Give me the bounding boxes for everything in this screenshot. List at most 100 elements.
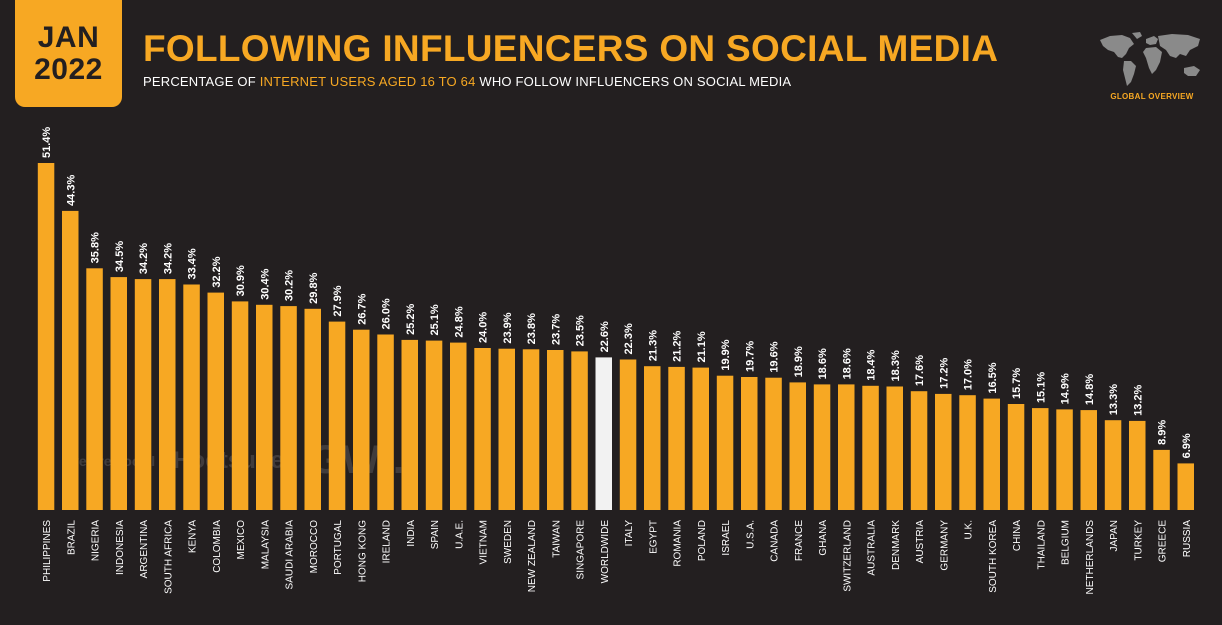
bar-taiwan [547, 350, 564, 510]
category-label-denmark: DENMARK [891, 520, 902, 570]
category-label-hong-kong: HONG KONG [357, 520, 368, 582]
bar-switzerland [838, 384, 855, 510]
bar-ghana [813, 384, 831, 510]
category-label-turkey: TURKEY [1133, 520, 1144, 561]
bar-india [401, 339, 418, 510]
category-label-belgium: BELGIUM [1061, 520, 1072, 565]
category-label-canada: CANADA [770, 520, 781, 562]
bar-brazil [62, 210, 79, 510]
value-label-greece: 8.9% [1157, 420, 1169, 445]
bar-u-k [959, 395, 976, 510]
value-label-china: 15.7% [1011, 368, 1023, 399]
category-label-morocco: MOROCCO [309, 520, 320, 574]
category-label-u-a-e: U.A.E. [454, 520, 465, 549]
value-label-austria: 17.6% [914, 355, 926, 386]
value-label-morocco: 29.8% [308, 272, 320, 303]
bar-denmark [886, 386, 903, 510]
subtitle-highlight: INTERNET USERS AGED 16 TO 64 [259, 74, 476, 89]
value-label-poland: 21.1% [696, 331, 708, 362]
value-label-egypt: 21.3% [647, 330, 659, 361]
bar-mexico [231, 301, 249, 510]
category-label-india: INDIA [406, 520, 417, 547]
bar-u-s-a [741, 377, 758, 510]
value-label-indonesia: 34.5% [114, 241, 126, 272]
category-label-spain: SPAIN [430, 520, 441, 549]
category-label-italy: ITALY [624, 520, 635, 547]
bar-south-korea [983, 398, 1000, 510]
bar-egypt [644, 366, 661, 510]
category-label-austria: AUSTRIA [915, 520, 926, 564]
value-label-italy: 22.3% [623, 323, 635, 354]
category-label-kenya: KENYA [188, 520, 199, 553]
category-label-mexico: MEXICO [236, 520, 247, 560]
world-map-icon [1100, 32, 1200, 86]
bar-japan [1104, 420, 1122, 510]
bar-philippines [37, 163, 55, 510]
bar-greece [1153, 449, 1170, 510]
category-label-ghana: GHANA [818, 520, 829, 556]
value-label-sweden: 23.9% [502, 312, 514, 343]
bar-singapore [571, 351, 588, 510]
value-label-hong-kong: 26.7% [356, 293, 368, 324]
bar-turkey [1129, 420, 1146, 510]
category-label-poland: POLAND [697, 520, 708, 561]
bar-nigeria [86, 268, 103, 510]
value-label-netherlands: 14.8% [1084, 374, 1096, 405]
category-label-switzerland: SWITZERLAND [842, 520, 853, 592]
bar-indonesia [110, 277, 127, 510]
bar-italy [619, 359, 637, 510]
bar-germany [935, 393, 952, 510]
category-label-colombia: COLOMBIA [212, 520, 223, 573]
category-label-russia: RUSSIA [1182, 520, 1193, 558]
bar-romania [668, 366, 685, 510]
global-overview-label: GLOBAL OVERVIEW [1110, 92, 1194, 101]
bar-israel [716, 375, 734, 510]
bar-hong-kong [353, 329, 370, 510]
value-label-portugal: 27.9% [332, 285, 344, 316]
value-label-u-a-e: 24.8% [453, 306, 465, 337]
value-label-vietnam: 24.0% [478, 312, 490, 343]
category-label-australia: AUSTRALIA [867, 520, 878, 576]
category-label-south-africa: SOUTH AFRICA [163, 520, 174, 594]
bar-new-zealand [522, 349, 540, 510]
value-label-u-s-a: 19.7% [744, 341, 756, 372]
value-label-nigeria: 35.8% [90, 232, 102, 263]
value-label-worldwide: 22.6% [599, 321, 611, 352]
bar-canada [765, 377, 782, 510]
value-label-ireland: 26.0% [381, 298, 393, 329]
value-label-brazil: 44.3% [65, 175, 77, 206]
subtitle-post: WHO FOLLOW INFLUENCERS ON SOCIAL MEDIA [475, 74, 792, 89]
category-label-romania: ROMANIA [673, 520, 684, 567]
value-label-argentina: 34.2% [138, 243, 150, 274]
category-label-taiwan: TAIWAN [551, 520, 562, 558]
category-label-argentina: ARGENTINA [139, 520, 150, 579]
category-label-u-k: U.K. [964, 520, 975, 539]
bar-netherlands [1080, 410, 1097, 510]
value-label-spain: 25.1% [429, 304, 441, 335]
category-label-thailand: THAILAND [1036, 520, 1047, 569]
bar-kenya [183, 284, 200, 510]
bar-france [789, 382, 806, 510]
value-label-colombia: 32.2% [211, 256, 223, 287]
category-label-israel: ISRAEL [721, 520, 732, 556]
category-label-egypt: EGYPT [648, 520, 659, 554]
value-label-kenya: 33.4% [187, 248, 199, 279]
value-label-israel: 19.9% [720, 339, 732, 370]
value-label-france: 18.9% [793, 346, 805, 377]
bar-poland [692, 367, 709, 510]
value-label-ghana: 18.6% [817, 348, 829, 379]
category-label-philippines: PHILIPPINES [42, 520, 53, 582]
category-label-portugal: PORTUGAL [333, 520, 344, 575]
subtitle-pre: PERCENTAGE OF [143, 74, 260, 89]
value-label-new-zealand: 23.8% [526, 313, 538, 344]
bar-malaysia [256, 304, 273, 510]
category-label-greece: GREECE [1158, 520, 1169, 563]
bar-sweden [498, 348, 515, 510]
bar-portugal [328, 321, 346, 510]
value-label-denmark: 18.3% [890, 350, 902, 381]
value-label-australia: 18.4% [866, 349, 878, 380]
value-label-south-korea: 16.5% [987, 362, 999, 393]
value-label-turkey: 13.2% [1132, 384, 1144, 415]
value-label-mexico: 30.9% [235, 265, 247, 296]
